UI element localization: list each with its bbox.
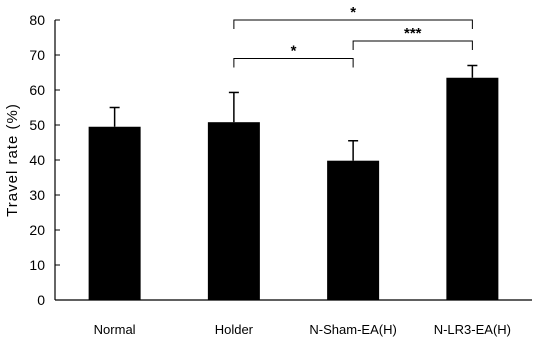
y-tick-label-1: 10 bbox=[29, 257, 45, 273]
category-label-0: Normal bbox=[94, 322, 136, 337]
category-labels: Normal Holder N-Sham-EA(H) N-LR3-EA(H) bbox=[94, 322, 511, 337]
y-tick-label-8: 80 bbox=[29, 12, 45, 28]
significance-bracket-2 bbox=[233, 19, 473, 29]
y-axis-label: Travel rate (%) bbox=[4, 103, 21, 217]
bar-1 bbox=[207, 122, 260, 300]
category-label-3: N-LR3-EA(H) bbox=[434, 322, 511, 337]
significance-brackets: ***** bbox=[233, 4, 473, 68]
y-tick-label-4: 40 bbox=[29, 152, 45, 168]
y-tick-label-6: 60 bbox=[29, 82, 45, 98]
error-bars bbox=[109, 64, 478, 161]
significance-label-2: * bbox=[350, 4, 356, 21]
bar-0 bbox=[88, 126, 141, 300]
y-tick-label-7: 70 bbox=[29, 47, 45, 63]
category-label-2: N-Sham-EA(H) bbox=[309, 322, 396, 337]
significance-bracket-1 bbox=[352, 40, 473, 50]
significance-label-1: *** bbox=[404, 25, 422, 42]
significance-label-0: * bbox=[291, 43, 297, 60]
bars bbox=[88, 77, 499, 300]
category-label-1: Holder bbox=[215, 322, 254, 337]
bar-2 bbox=[327, 160, 380, 300]
y-tick-label-0: 0 bbox=[37, 292, 45, 308]
bar-3 bbox=[446, 77, 499, 300]
significance-bracket-0 bbox=[233, 58, 354, 68]
y-tick-label-3: 30 bbox=[29, 187, 45, 203]
y-ticks: 0 10 20 30 40 50 60 70 80 bbox=[29, 12, 60, 308]
y-tick-label-5: 50 bbox=[29, 117, 45, 133]
y-tick-label-2: 20 bbox=[29, 222, 45, 238]
